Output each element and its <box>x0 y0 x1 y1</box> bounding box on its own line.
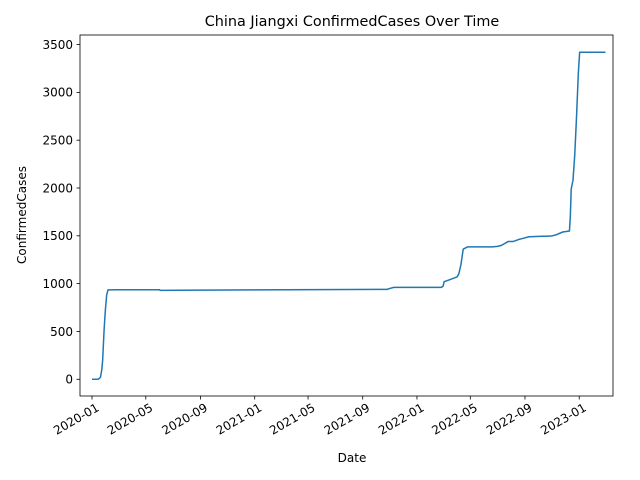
y-tick-label: 2000 <box>42 181 73 195</box>
chart-title: China Jiangxi ConfirmedCases Over Time <box>205 14 500 30</box>
plot-area <box>92 51 606 381</box>
axes-border <box>79 34 614 397</box>
y-tick-label: 1000 <box>42 277 73 291</box>
axes-frame <box>79 34 614 397</box>
x-axis-title: Date <box>338 451 367 465</box>
y-axis-title: ConfirmedCases <box>15 166 29 264</box>
y-tick-label: 500 <box>50 325 73 339</box>
y-axis-ticks: 0 500 1000 1500 2000 2500 3000 3500 <box>42 38 80 387</box>
y-tick-label: 0 <box>65 373 73 387</box>
y-tick-label: 3500 <box>42 38 73 52</box>
y-tick-label: 1500 <box>42 229 73 243</box>
y-tick-label: 3000 <box>42 86 73 100</box>
series-line-confirmed-cases <box>92 51 606 381</box>
y-tick-label: 2500 <box>42 133 73 147</box>
